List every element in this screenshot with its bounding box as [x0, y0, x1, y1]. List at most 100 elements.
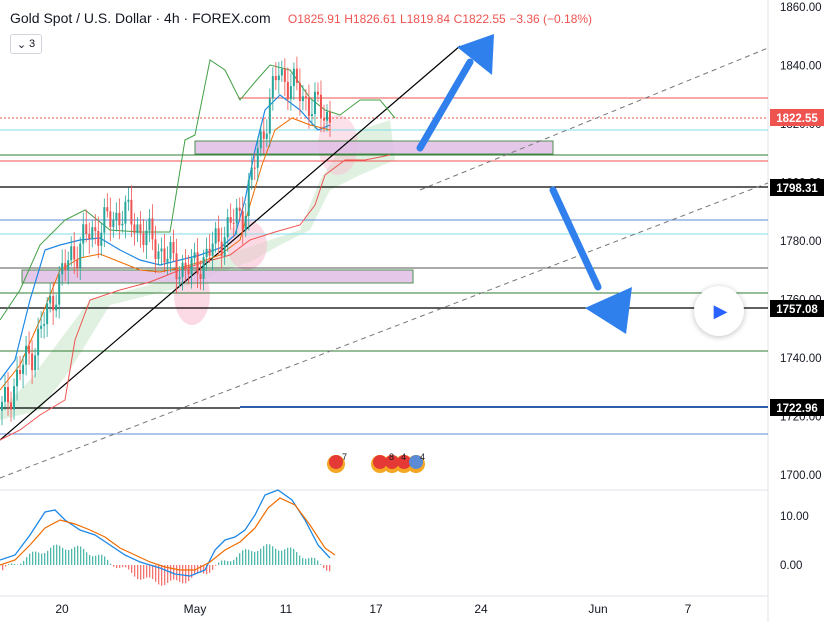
ohlc-close: C1822.55 [454, 12, 506, 26]
chevron-down-icon: ⌄ [16, 38, 27, 51]
histogram-bar [317, 560, 319, 565]
indicators-toggle-button[interactable]: ⌄ 3 [10, 34, 42, 54]
candle [133, 213, 136, 246]
price-tick-label: 1840.00 [780, 61, 822, 73]
time-tick-label: May [184, 602, 207, 616]
symbol-title[interactable]: Gold Spot / U.S. Dollar · 4h · FOREX.com [10, 10, 271, 26]
candle [295, 56, 298, 91]
level-tag-1798: 1798.31 [770, 179, 824, 196]
svg-text:1757.08: 1757.08 [776, 304, 818, 316]
candle [235, 198, 238, 235]
candle [274, 62, 277, 91]
level-tag-1722: 1722.96 [770, 399, 824, 416]
histogram-bar [38, 552, 40, 565]
candle [259, 124, 262, 157]
histogram-bar [41, 553, 43, 565]
candle [67, 251, 70, 285]
candle [283, 58, 286, 97]
candle [175, 238, 178, 294]
candle [301, 85, 304, 111]
candle [25, 336, 28, 376]
histogram-bar [164, 565, 166, 586]
close-value: 1822.55 [462, 12, 506, 26]
ohlc-high: H1826.61 [344, 12, 396, 26]
candle [58, 266, 61, 319]
candle [196, 238, 199, 288]
histogram-bar [113, 565, 115, 567]
histogram-bar [191, 565, 193, 578]
candle [94, 214, 97, 245]
candle [304, 88, 307, 111]
histogram-bar [182, 565, 184, 584]
candle [106, 193, 109, 218]
candle [55, 294, 58, 318]
signal-line [0, 497, 336, 571]
price-tick-label: 1780.00 [780, 236, 822, 248]
play-button[interactable]: ▶ [694, 286, 744, 336]
histogram-bar [71, 548, 73, 565]
event-markers[interactable]: 7 8 4 4 [327, 452, 425, 473]
histogram-bar [242, 550, 244, 565]
histogram-bar [98, 554, 100, 565]
time-axis[interactable]: 20 May 11 17 24 Jun 7 [55, 602, 691, 616]
candle [307, 84, 310, 129]
candle [139, 211, 142, 248]
candle [157, 243, 160, 266]
histogram-bar [173, 565, 175, 580]
histogram-bar [104, 556, 106, 565]
histogram-bar [278, 550, 280, 565]
candle [88, 222, 91, 254]
candle [256, 136, 259, 182]
histogram-bar [209, 565, 211, 573]
candle [46, 297, 49, 337]
histogram-bar [83, 548, 85, 565]
trendline-dashed-lower[interactable] [0, 182, 769, 479]
candle [13, 378, 16, 420]
histogram-bar [26, 557, 28, 565]
macd-axis[interactable]: 10.00 0.00 [780, 511, 809, 572]
histogram-bar [215, 565, 217, 566]
change-value: −3.36 (−0.18%) [509, 12, 593, 26]
histogram-bar [8, 564, 10, 565]
price-tick-label: 1740.00 [780, 353, 822, 365]
level-tag-1757: 1757.08 [770, 300, 824, 317]
histogram-bar [224, 560, 226, 565]
histogram-bar [200, 565, 202, 573]
candle [211, 231, 214, 271]
candle [28, 331, 31, 366]
candle [247, 172, 250, 231]
histogram-bar [188, 565, 190, 582]
candle [169, 236, 172, 273]
candle [232, 208, 235, 238]
candle [142, 218, 145, 253]
trendline-solid[interactable] [0, 45, 461, 441]
candle [289, 73, 292, 111]
candle [100, 222, 103, 256]
histogram-bar [329, 565, 331, 572]
arrow-up[interactable] [416, 34, 494, 152]
candle [22, 355, 25, 389]
histogram-bar [227, 561, 229, 565]
histogram-bar [233, 559, 235, 565]
candle [298, 68, 301, 116]
histogram-bar [23, 560, 25, 565]
symbol-legend[interactable]: Gold Spot / U.S. Dollar · 4h · FOREX.com… [10, 10, 592, 26]
candle [85, 209, 88, 243]
histogram-bar [272, 546, 274, 565]
trendline-dashed-upper[interactable] [419, 47, 769, 191]
close-key: C [453, 12, 463, 26]
candle [7, 372, 10, 416]
arrow-down[interactable] [549, 186, 632, 334]
macd-tick-label: 10.00 [780, 511, 809, 523]
histogram-bar [221, 560, 223, 565]
histogram-bar [65, 549, 67, 565]
histogram-bar [314, 558, 316, 565]
ma-blue [0, 94, 331, 381]
candle [148, 209, 151, 242]
candle [16, 356, 19, 401]
supply-zone-upper[interactable] [194, 140, 554, 155]
candle [217, 215, 220, 255]
demand-zone-lower[interactable] [21, 269, 414, 284]
